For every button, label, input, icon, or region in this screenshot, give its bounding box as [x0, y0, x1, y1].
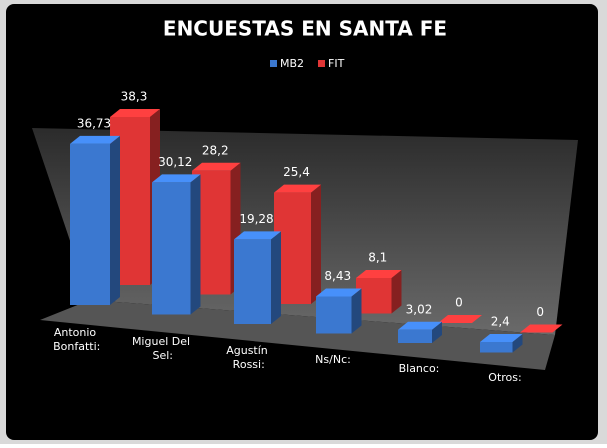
- chart-title: ENCUESTAS EN SANTA FE: [163, 17, 447, 41]
- bar-face: [274, 192, 311, 304]
- value-label: 38,3: [121, 90, 148, 104]
- bar-face: [152, 174, 201, 183]
- bar-face: [480, 341, 513, 353]
- bar-face: [316, 288, 362, 297]
- x-tick-label: Ns/Nc:: [315, 353, 351, 366]
- floor: [40, 300, 555, 370]
- bar-face: [192, 170, 231, 295]
- bar: [234, 231, 281, 324]
- bar-face: [234, 231, 281, 240]
- value-label: 25,4: [283, 165, 310, 179]
- value-label: 8,43: [324, 269, 351, 283]
- value-label: 36,73: [77, 116, 111, 130]
- bar-face: [70, 143, 110, 305]
- bar-face: [398, 321, 442, 330]
- value-label: 0: [455, 296, 463, 310]
- bar-face: [192, 162, 241, 171]
- bar-face: [190, 174, 201, 315]
- bar-face: [110, 109, 160, 117]
- bar: [438, 315, 482, 323]
- bar-face: [438, 315, 482, 323]
- bar: [152, 174, 201, 315]
- bar-face: [70, 135, 120, 144]
- bar-face: [512, 333, 523, 353]
- bar-face: [311, 184, 321, 304]
- legend-label: FIT: [328, 57, 345, 70]
- x-tick-label: Otros:: [488, 371, 521, 384]
- bar: [480, 333, 523, 353]
- value-label: 0: [536, 305, 544, 319]
- bar: [274, 184, 321, 304]
- bar-face: [152, 182, 191, 315]
- bar-face: [356, 269, 402, 278]
- value-label: 8,1: [368, 250, 387, 264]
- bar-face: [398, 329, 432, 343]
- x-tick-label: Agustín Rossi:: [226, 344, 268, 371]
- bar-face: [356, 277, 392, 314]
- bar-face: [316, 296, 352, 334]
- legend-swatch: [318, 60, 325, 67]
- bar-face: [480, 333, 523, 342]
- x-tick-label: Miguel Del Sel:: [132, 335, 190, 362]
- bar-face: [110, 135, 120, 305]
- bar-face: [391, 269, 402, 314]
- x-tick-label: Blanco:: [399, 362, 440, 375]
- bar: [398, 321, 442, 343]
- bar-face: [432, 321, 442, 343]
- bar: [316, 288, 362, 334]
- legend-label: MB2: [280, 57, 304, 70]
- bar-face: [234, 239, 271, 324]
- bar-face: [351, 288, 362, 334]
- value-label: 3,02: [406, 302, 433, 316]
- bar-face: [271, 231, 281, 324]
- x-tick-label: Antonio Bonfatti:: [50, 326, 101, 353]
- bar: [70, 135, 120, 305]
- bar: [520, 324, 563, 333]
- value-label: 30,12: [158, 155, 192, 169]
- legend-swatch: [270, 60, 277, 67]
- bar-face: [520, 324, 563, 333]
- value-label: 19,28: [239, 212, 273, 226]
- bar-face: [274, 184, 321, 193]
- value-label: 28,2: [202, 143, 229, 157]
- value-label: 2,4: [491, 314, 510, 328]
- bar: [356, 269, 402, 314]
